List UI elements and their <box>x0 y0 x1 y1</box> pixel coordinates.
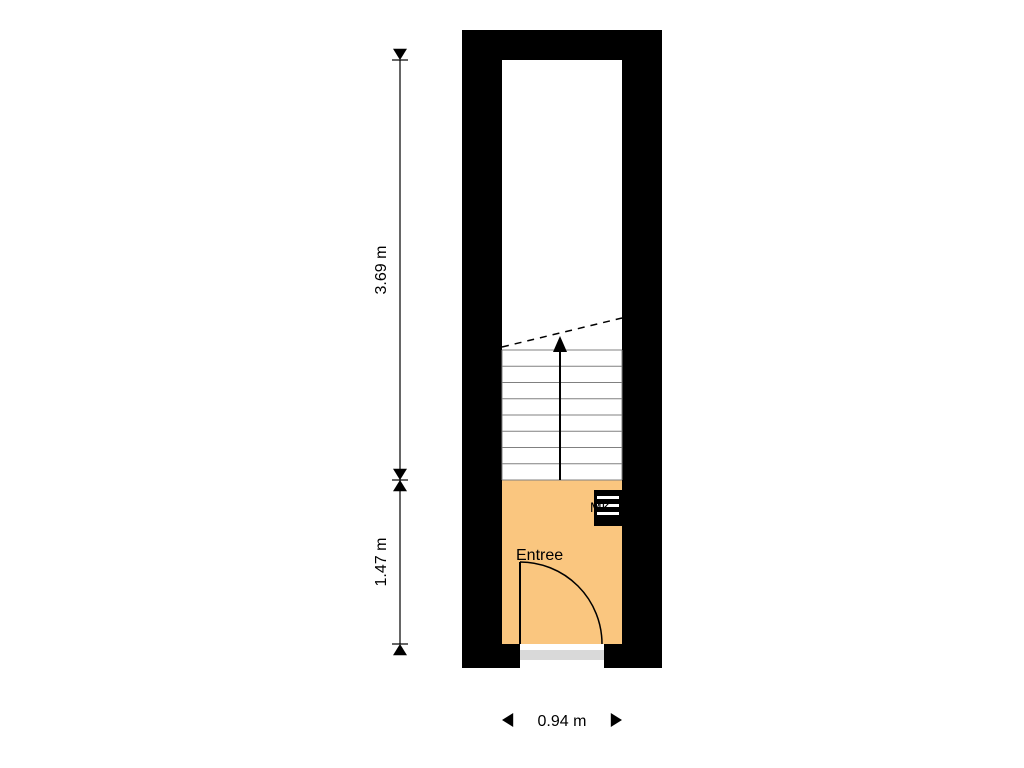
door-threshold <box>520 650 604 660</box>
dimension-label-height-bottom: 1.47 m <box>373 538 390 587</box>
dimension-label-height-top: 3.69 m <box>373 246 390 295</box>
floor-plan: MKEntree3.69 m1.47 m0.94 m <box>0 0 1024 768</box>
dimension-label-width: 0.94 m <box>538 713 587 730</box>
meter-box-label: MK <box>590 499 612 515</box>
